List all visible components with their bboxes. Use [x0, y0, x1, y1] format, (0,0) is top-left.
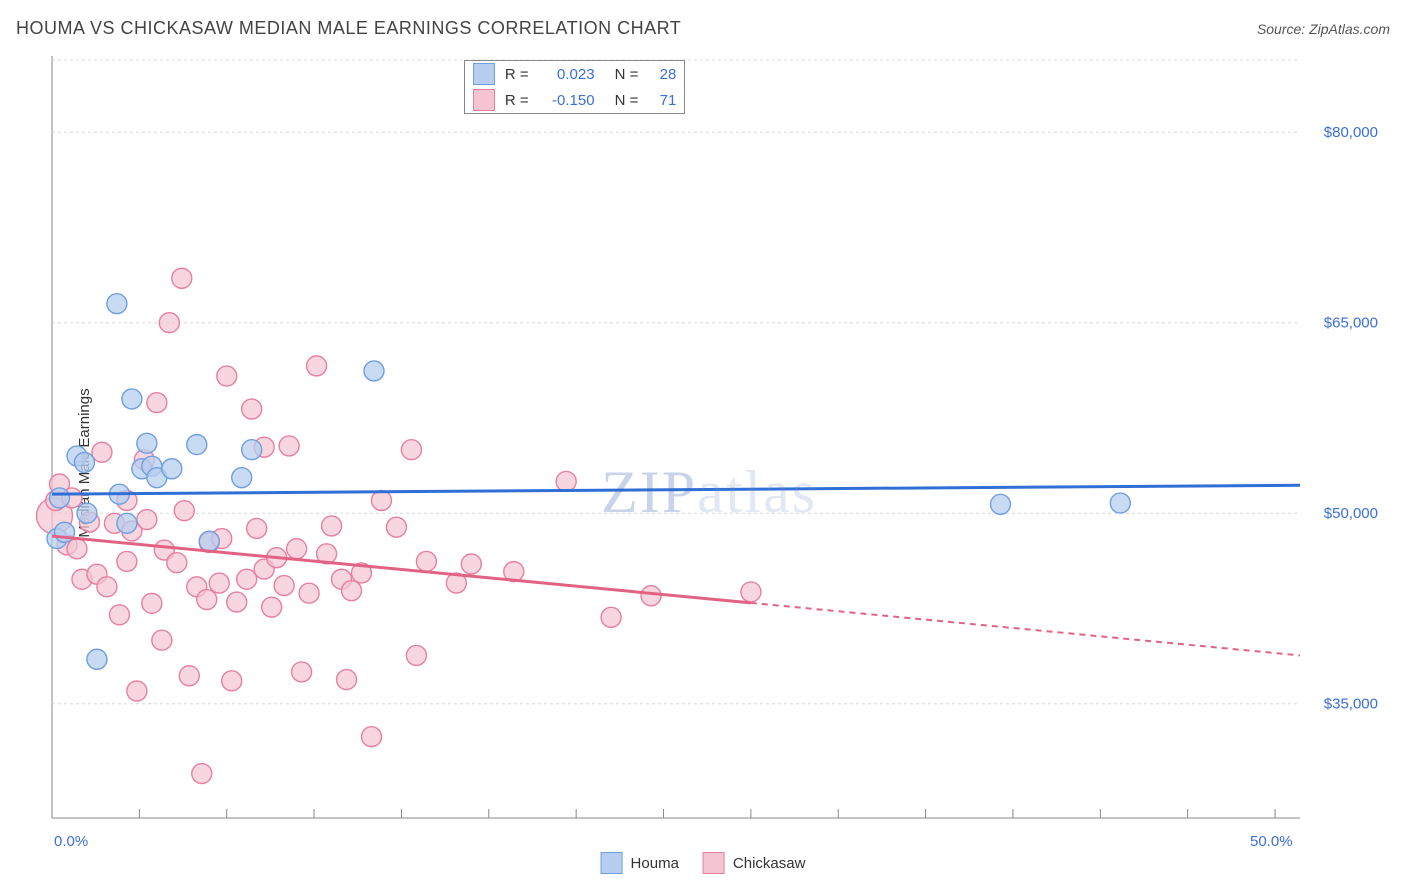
scatter-point [49, 488, 69, 508]
scatter-point [990, 494, 1010, 514]
stats-r-label: R = [505, 92, 529, 109]
y-tick-label: $50,000 [1324, 505, 1378, 522]
chart-title: HOUMA VS CHICKASAW MEDIAN MALE EARNINGS … [16, 18, 681, 39]
legend-swatch [601, 852, 623, 874]
scatter-point [147, 393, 167, 413]
x-tick-label: 0.0% [54, 833, 88, 850]
scatter-point [174, 501, 194, 521]
bottom-legend: Houma Chickasaw [601, 852, 806, 874]
scatter-point [137, 510, 157, 530]
legend-label: Chickasaw [733, 855, 806, 872]
stats-row: R = -0.150 N = 71 [465, 87, 685, 113]
scatter-point [416, 551, 436, 571]
scatter-point [247, 518, 267, 538]
scatter-point [401, 440, 421, 460]
scatter-point [371, 491, 391, 511]
scatter-point [167, 553, 187, 573]
scatter-point [361, 727, 381, 747]
scatter-point [237, 569, 257, 589]
scatter-point [117, 513, 137, 533]
scatter-point [152, 630, 172, 650]
scatter-point [232, 468, 252, 488]
scatter-point [107, 294, 127, 314]
stats-n-label: N = [615, 92, 639, 109]
scatter-point [299, 583, 319, 603]
scatter-point [87, 649, 107, 669]
scatter-point [92, 442, 112, 462]
scatter-point [307, 356, 327, 376]
scatter-point [274, 576, 294, 596]
scatter-point [117, 551, 137, 571]
scatter-point [386, 517, 406, 537]
y-tick-label: $35,000 [1324, 696, 1378, 713]
scatter-point [1110, 493, 1130, 513]
scatter-point [127, 681, 147, 701]
legend-label: Houma [631, 855, 679, 872]
scatter-point [342, 581, 362, 601]
scatter-point [641, 586, 661, 606]
scatter-point [364, 361, 384, 381]
legend-item: Houma [601, 852, 679, 874]
scatter-point [262, 597, 282, 617]
scatter-point [227, 592, 247, 612]
trend-line-dashed [751, 603, 1300, 656]
legend-item: Chickasaw [703, 852, 806, 874]
scatter-point [741, 582, 761, 602]
scatter-point [322, 516, 342, 536]
scatter-point [197, 590, 217, 610]
scatter-point [77, 503, 97, 523]
scatter-point [67, 539, 87, 559]
legend-swatch [473, 89, 495, 111]
source-label: Source: ZipAtlas.com [1257, 21, 1390, 37]
scatter-point [601, 607, 621, 627]
stats-r-value: 0.023 [539, 66, 595, 83]
scatter-point [337, 670, 357, 690]
scatter-point [97, 577, 117, 597]
scatter-point [142, 593, 162, 613]
stats-r-value: -0.150 [539, 92, 595, 109]
stats-n-label: N = [615, 66, 639, 83]
scatter-point [137, 433, 157, 453]
scatter-point [172, 268, 192, 288]
scatter-point [187, 435, 207, 455]
stats-legend: R = 0.023 N = 28 R = -0.150 N = 71 [464, 60, 686, 114]
scatter-point [222, 671, 242, 691]
stats-n-value: 28 [648, 66, 676, 83]
legend-swatch [473, 63, 495, 85]
trend-line [52, 536, 751, 603]
scatter-plot: $35,000 $50,000 $65,000 $80,000 0.0% 50.0% [16, 50, 1390, 876]
stats-row: R = 0.023 N = 28 [465, 61, 685, 87]
scatter-point [461, 554, 481, 574]
scatter-point [74, 452, 94, 472]
scatter-point [122, 389, 142, 409]
scatter-point [162, 459, 182, 479]
scatter-point [242, 399, 262, 419]
scatter-point [192, 764, 212, 784]
y-tick-label: $65,000 [1324, 315, 1378, 332]
y-tick-label: $80,000 [1324, 124, 1378, 141]
scatter-point [199, 531, 219, 551]
scatter-point [242, 440, 262, 460]
scatter-point [287, 539, 307, 559]
chart-container: Median Male Earnings $35,000$50,000$65,0… [16, 50, 1390, 876]
scatter-point [217, 366, 237, 386]
stats-r-label: R = [505, 66, 529, 83]
stats-n-value: 71 [648, 92, 676, 109]
scatter-point [109, 605, 129, 625]
scatter-point [292, 662, 312, 682]
scatter-point [179, 666, 199, 686]
scatter-point [556, 471, 576, 491]
scatter-point [406, 645, 426, 665]
scatter-point [279, 436, 299, 456]
scatter-point [209, 573, 229, 593]
x-tick-label: 50.0% [1250, 833, 1293, 850]
legend-swatch [703, 852, 725, 874]
scatter-point [159, 313, 179, 333]
